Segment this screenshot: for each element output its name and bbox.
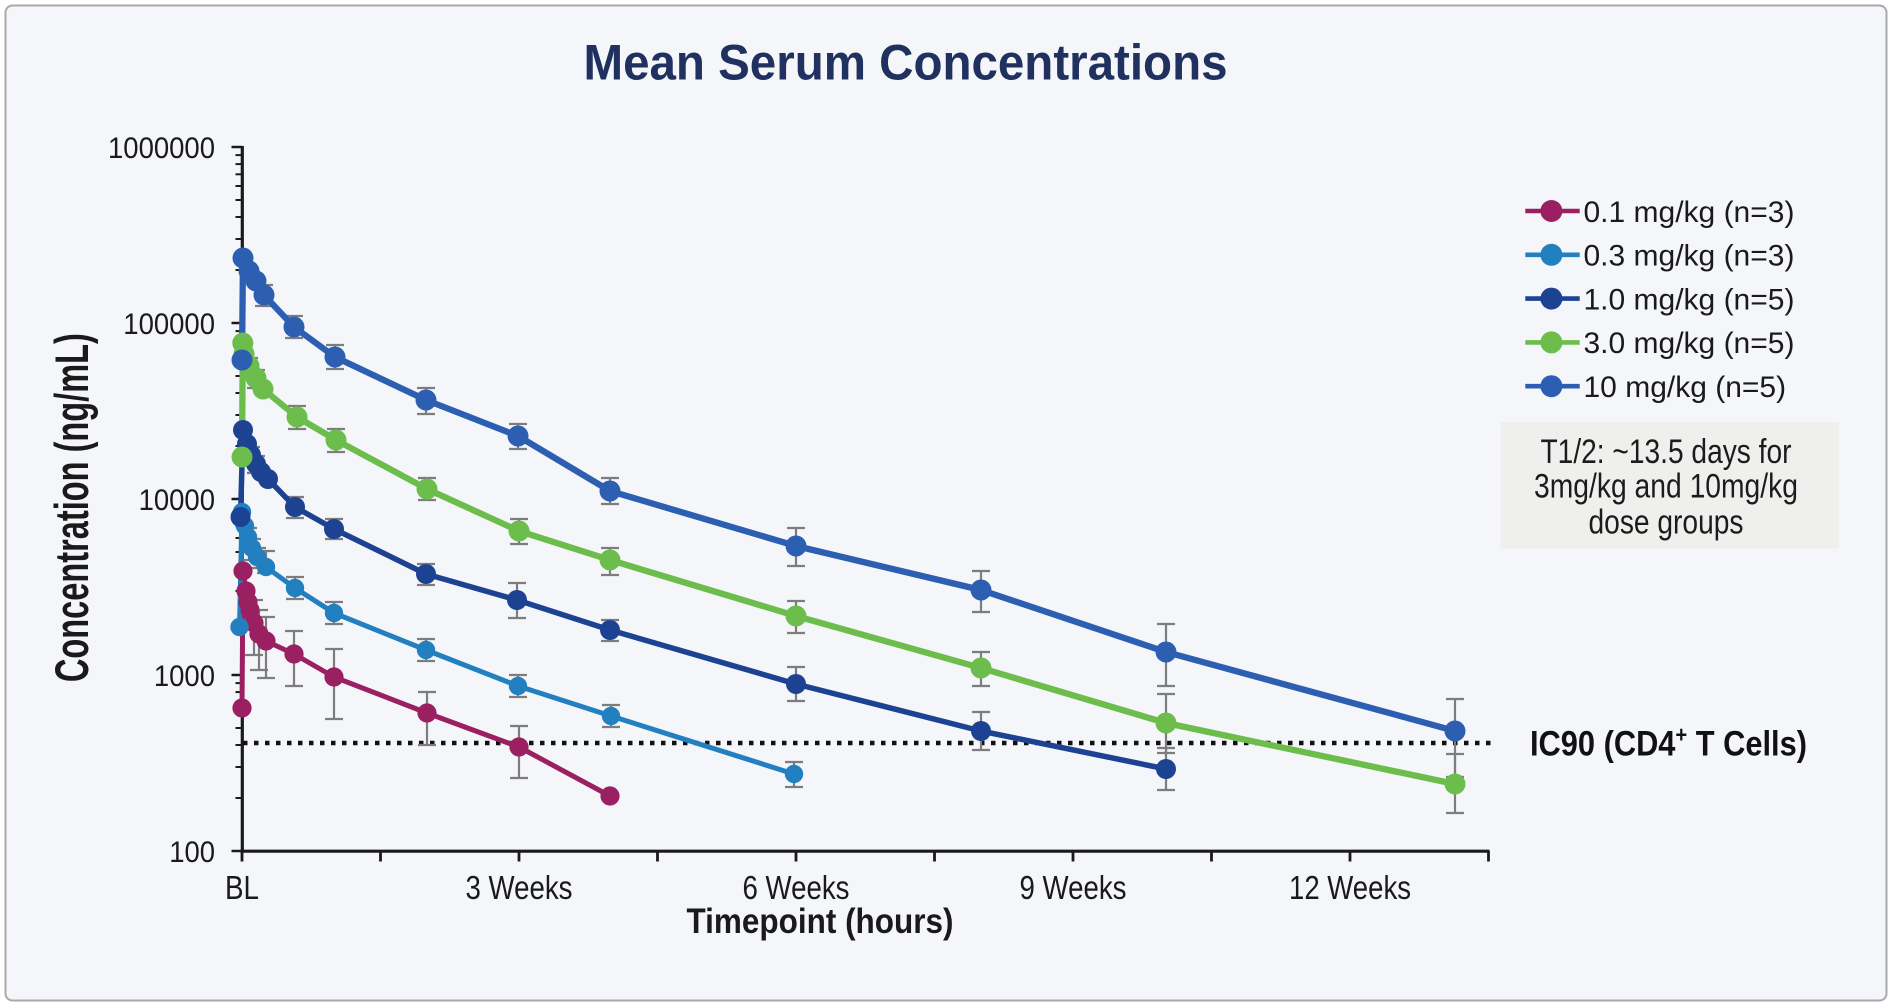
svg-text:3 Weeks: 3 Weeks: [466, 869, 573, 906]
svg-text:1000000: 1000000: [108, 132, 215, 165]
svg-text:BL: BL: [225, 869, 259, 906]
svg-text:1000: 1000: [154, 660, 215, 693]
svg-text:1.0 mg/kg (n=5): 1.0 mg/kg (n=5): [1584, 283, 1795, 316]
svg-text:100: 100: [169, 836, 215, 869]
svg-text:6 Weeks: 6 Weeks: [743, 869, 850, 906]
svg-text:3.0 mg/kg (n=5): 3.0 mg/kg (n=5): [1584, 327, 1795, 360]
svg-text:0.3 mg/kg (n=3): 0.3 mg/kg (n=3): [1584, 240, 1795, 273]
svg-text:12 Weeks: 12 Weeks: [1289, 869, 1411, 906]
svg-text:Mean Serum Concentrations: Mean Serum Concentrations: [584, 35, 1228, 91]
svg-text:T1/2: ~13.5 days for: T1/2: ~13.5 days for: [1541, 433, 1792, 471]
svg-text:10 mg/kg (n=5): 10 mg/kg (n=5): [1584, 371, 1787, 404]
svg-text:100000: 100000: [123, 308, 215, 341]
svg-text:dose groups: dose groups: [1589, 504, 1744, 542]
svg-text:Concentration (ng/mL): Concentration (ng/mL): [45, 333, 98, 682]
svg-text:3mg/kg and 10mg/kg: 3mg/kg and 10mg/kg: [1534, 468, 1798, 506]
svg-text:0.1 mg/kg (n=3): 0.1 mg/kg (n=3): [1584, 196, 1795, 229]
svg-text:9 Weeks: 9 Weeks: [1020, 869, 1127, 906]
svg-text:Timepoint (hours): Timepoint (hours): [687, 902, 954, 941]
svg-text:IC90 (CD4+ T Cells): IC90 (CD4+ T Cells): [1530, 721, 1807, 763]
svg-text:10000: 10000: [139, 484, 215, 517]
